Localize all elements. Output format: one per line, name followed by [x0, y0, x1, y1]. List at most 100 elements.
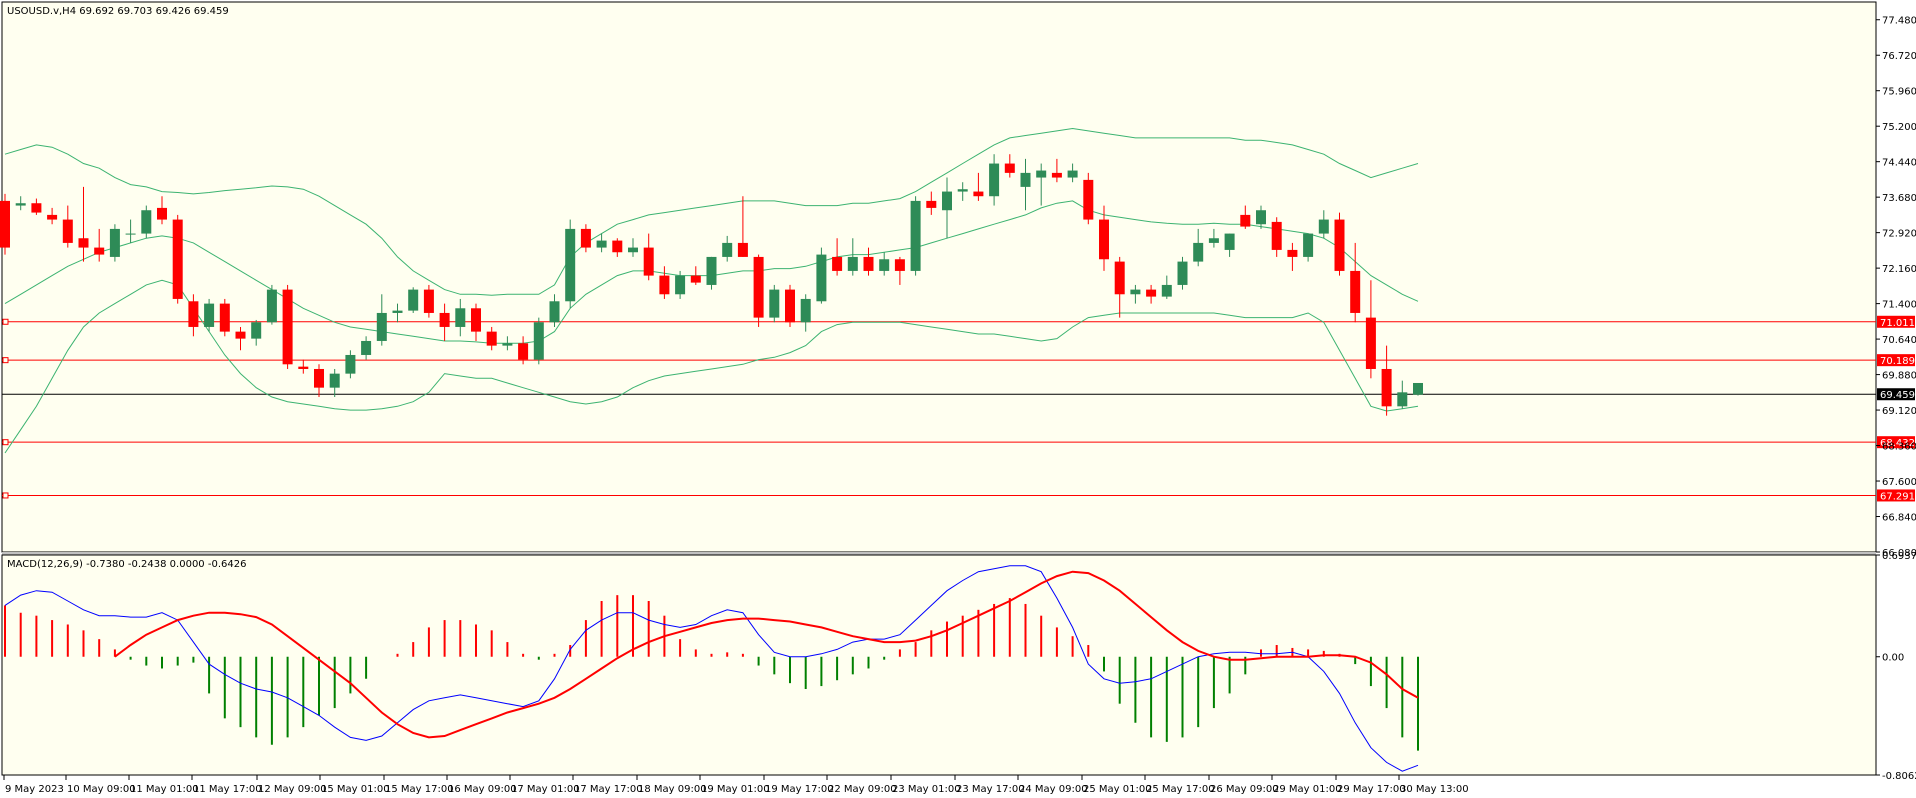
candle[interactable]: [816, 247, 827, 304]
candle[interactable]: [894, 256, 905, 285]
candle[interactable]: [1381, 345, 1392, 416]
candle[interactable]: [141, 205, 152, 239]
candle[interactable]: [157, 196, 167, 225]
candle[interactable]: [1020, 158, 1031, 211]
candle[interactable]: [957, 182, 968, 201]
candle[interactable]: [675, 270, 686, 299]
candle[interactable]: [0, 193, 10, 255]
candle[interactable]: [15, 196, 26, 211]
candle[interactable]: [62, 205, 73, 248]
candle[interactable]: [533, 317, 544, 365]
candle[interactable]: [769, 284, 780, 323]
candle[interactable]: [1114, 256, 1125, 318]
candle[interactable]: [926, 191, 937, 215]
candle[interactable]: [1004, 154, 1015, 178]
candle[interactable]: [1365, 280, 1376, 379]
candle[interactable]: [989, 154, 1000, 206]
candle[interactable]: [549, 294, 560, 327]
candle[interactable]: [314, 364, 324, 397]
candle[interactable]: [942, 177, 952, 239]
candle[interactable]: [1240, 205, 1251, 229]
candle[interactable]: [1161, 275, 1172, 299]
candle[interactable]: [1303, 233, 1314, 262]
candle[interactable]: [1334, 212, 1345, 276]
candle[interactable]: [78, 186, 89, 262]
candle[interactable]: [1177, 256, 1188, 290]
candle[interactable]: [1130, 284, 1141, 304]
candle[interactable]: [690, 266, 701, 285]
candle[interactable]: [235, 326, 246, 351]
candle[interactable]: [1193, 228, 1204, 267]
candle[interactable]: [596, 233, 607, 253]
candle[interactable]: [502, 336, 513, 351]
candle[interactable]: [1287, 242, 1298, 271]
candle[interactable]: [1224, 233, 1235, 257]
candle[interactable]: [392, 303, 403, 323]
candle[interactable]: [1036, 163, 1047, 206]
candle[interactable]: [1051, 158, 1062, 183]
candle[interactable]: [219, 298, 230, 337]
candle[interactable]: [94, 228, 105, 262]
candle[interactable]: [204, 298, 215, 332]
candle[interactable]: [423, 284, 434, 318]
candle[interactable]: [612, 238, 623, 257]
candle[interactable]: [580, 224, 591, 253]
candle[interactable]: [439, 303, 450, 341]
candle[interactable]: [1397, 380, 1408, 409]
candle[interactable]: [329, 368, 340, 397]
candle[interactable]: [1318, 210, 1329, 239]
level-anchor-handle[interactable]: [2, 492, 9, 499]
price-pane[interactable]: 71.011 70.189 68.432 67.291 69.459 USOUSD.v,…: [0, 1, 1916, 559]
candle[interactable]: [1413, 382, 1423, 396]
candle[interactable]: [298, 359, 309, 374]
pane-separator[interactable]: [2, 552, 1876, 555]
candle[interactable]: [1208, 228, 1219, 248]
candle[interactable]: [879, 252, 890, 276]
candle[interactable]: [910, 196, 921, 276]
candle[interactable]: [172, 214, 183, 304]
candle[interactable]: [345, 350, 356, 379]
candle[interactable]: [863, 247, 874, 276]
candle[interactable]: [486, 326, 497, 351]
candle[interactable]: [1099, 205, 1109, 271]
candle[interactable]: [800, 294, 811, 332]
candle[interactable]: [282, 284, 293, 369]
candle[interactable]: [753, 254, 764, 327]
level-anchor-handle[interactable]: [2, 439, 9, 446]
level-anchor-handle[interactable]: [2, 357, 9, 364]
candle[interactable]: [659, 266, 670, 299]
candle[interactable]: [1083, 172, 1094, 225]
candle[interactable]: [1067, 163, 1078, 183]
candle[interactable]: [471, 303, 481, 341]
candle[interactable]: [188, 294, 199, 337]
candle[interactable]: [109, 224, 120, 262]
candle[interactable]: [785, 284, 795, 327]
candle[interactable]: [251, 319, 262, 346]
macd-pane[interactable]: MACD(12,26,9) -0.7380 -0.2438 0.0000 -0.…: [1, 551, 1916, 782]
candle[interactable]: [125, 219, 136, 243]
candle[interactable]: [408, 287, 419, 313]
candle[interactable]: [266, 284, 277, 325]
candle[interactable]: [832, 238, 843, 276]
candle[interactable]: [847, 238, 858, 276]
candle[interactable]: [1146, 284, 1157, 304]
candle[interactable]: [31, 198, 42, 215]
candle[interactable]: [973, 172, 984, 201]
candle[interactable]: [722, 235, 733, 262]
candle[interactable]: [518, 336, 529, 365]
candle[interactable]: [737, 196, 748, 257]
candle[interactable]: [1271, 217, 1282, 257]
candle-body: [1146, 289, 1157, 297]
candle[interactable]: [565, 219, 576, 309]
candle[interactable]: [1256, 205, 1266, 229]
candle[interactable]: [643, 233, 654, 281]
candle[interactable]: [47, 207, 58, 225]
candle[interactable]: [706, 256, 717, 290]
candle[interactable]: [361, 336, 372, 360]
candle[interactable]: [376, 294, 387, 346]
candle[interactable]: [628, 238, 638, 257]
candle[interactable]: [1350, 242, 1361, 323]
candle[interactable]: [455, 298, 466, 337]
level-anchor-handle[interactable]: [2, 318, 9, 325]
